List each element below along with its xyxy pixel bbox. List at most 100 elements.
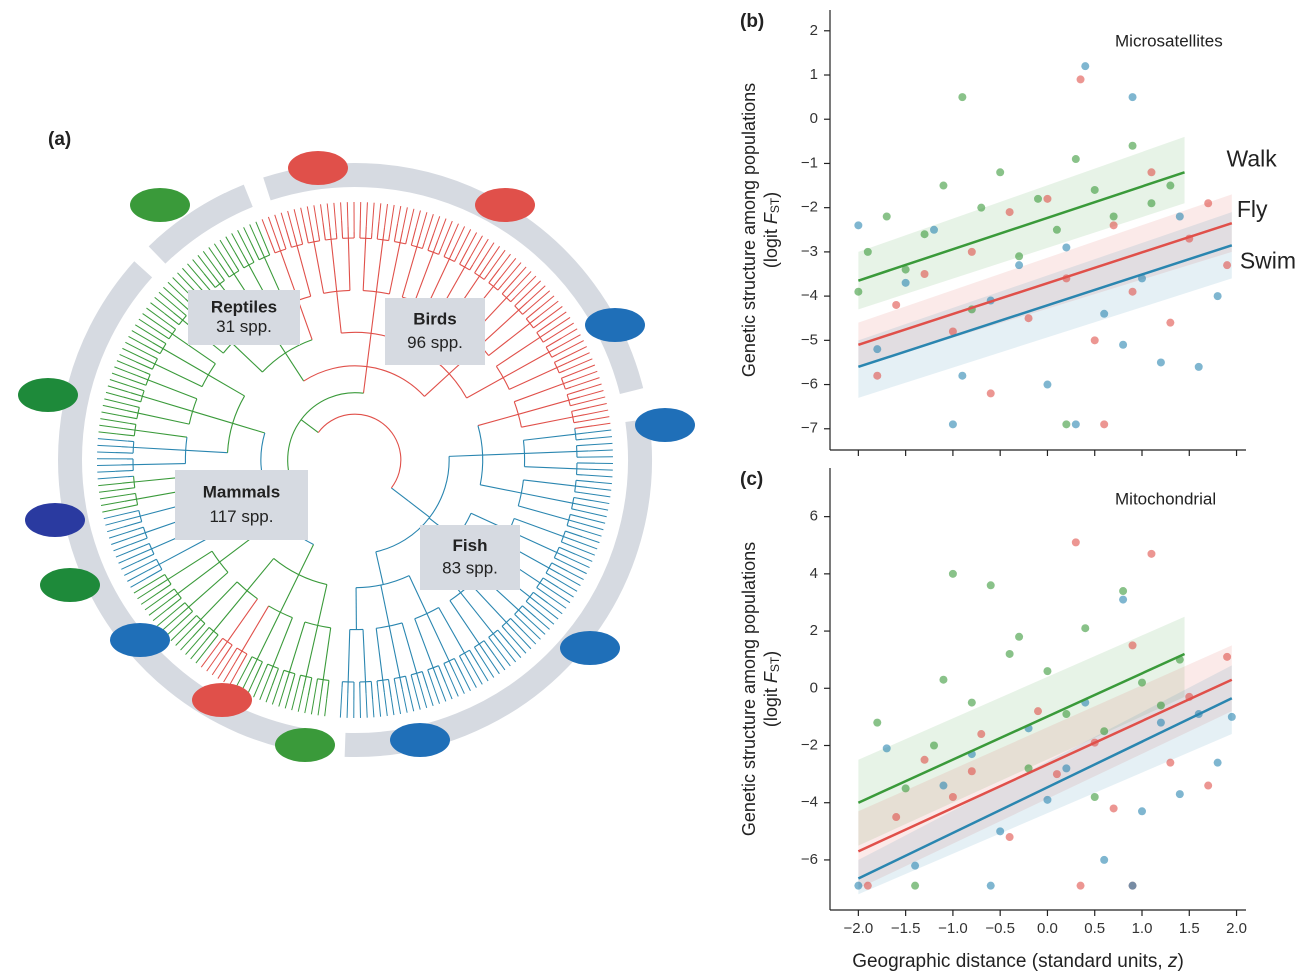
- branch: [518, 505, 569, 521]
- tip-branch: [97, 438, 128, 442]
- branch: [548, 345, 560, 353]
- branch: [438, 248, 442, 255]
- clade-count: 96 spp.: [407, 333, 463, 352]
- branch-arc: [394, 240, 406, 245]
- tip-branch: [131, 330, 153, 344]
- data-point: [1062, 243, 1071, 252]
- clade-count: 31 spp.: [216, 317, 272, 336]
- data-point: [1052, 225, 1061, 234]
- data-point: [1156, 718, 1165, 727]
- branch: [523, 433, 576, 441]
- tip-branch: [140, 593, 157, 605]
- branch: [135, 361, 153, 370]
- tip-branch: [320, 204, 324, 223]
- branch: [533, 323, 539, 329]
- branch-arc: [133, 476, 136, 488]
- branch: [235, 265, 240, 272]
- data-point: [1071, 155, 1080, 164]
- branch: [566, 388, 585, 396]
- data-point: [873, 371, 882, 380]
- tip-branch: [499, 253, 511, 269]
- branch: [548, 567, 560, 575]
- data-point: [1128, 287, 1137, 296]
- branch: [219, 536, 254, 563]
- panel-label: (c): [740, 469, 763, 490]
- branch-arc: [495, 365, 510, 390]
- data-point: [967, 247, 976, 256]
- tip-branch: [549, 317, 571, 332]
- data-point: [1128, 641, 1137, 650]
- data-point: [1147, 549, 1156, 558]
- branch: [408, 500, 431, 518]
- branch: [362, 238, 367, 291]
- branch: [514, 292, 529, 307]
- branch: [565, 530, 583, 538]
- clade-count: 117 spp.: [210, 507, 274, 526]
- branch: [432, 240, 439, 253]
- tip-branch: [494, 655, 506, 671]
- tip-branch: [152, 609, 168, 622]
- tip-branch: [175, 627, 193, 646]
- tip-branch: [478, 665, 489, 682]
- branch: [574, 425, 593, 429]
- tip-branch: [113, 543, 131, 552]
- tip-branch: [402, 207, 408, 231]
- data-point: [1147, 168, 1156, 177]
- branch: [136, 375, 149, 381]
- branch-arc: [517, 479, 524, 507]
- branch: [153, 328, 170, 340]
- branch: [212, 274, 221, 285]
- tip-branch: [587, 518, 606, 524]
- tip-branch: [339, 687, 343, 718]
- branch-arc: [151, 358, 158, 370]
- branch-arc: [376, 678, 389, 682]
- branch: [362, 366, 368, 394]
- branch: [119, 504, 138, 510]
- branch: [137, 553, 155, 563]
- branch: [318, 234, 321, 241]
- branch-arc: [178, 315, 187, 325]
- y-tick-label: −7: [801, 420, 818, 437]
- branch: [388, 625, 401, 678]
- data-point: [1147, 199, 1156, 208]
- branch: [158, 539, 206, 565]
- branch: [556, 552, 568, 559]
- branch: [121, 446, 134, 448]
- branch: [300, 419, 319, 433]
- tip-branch: [574, 540, 598, 550]
- branch: [320, 679, 324, 692]
- tip-branch: [445, 668, 459, 697]
- data-point: [1005, 833, 1014, 842]
- branch: [235, 650, 243, 662]
- branch: [347, 629, 351, 682]
- branch: [388, 234, 391, 241]
- branch: [218, 637, 224, 644]
- branch: [296, 245, 312, 297]
- tip-branch: [500, 257, 517, 278]
- branch: [171, 333, 216, 365]
- branch: [283, 243, 287, 250]
- data-point: [1034, 707, 1042, 716]
- tip-branch: [326, 203, 331, 228]
- branch: [501, 625, 507, 632]
- data-point: [1204, 781, 1213, 790]
- y-tick-label: 0: [810, 679, 818, 696]
- y-axis-label-part: (logit: [761, 683, 781, 727]
- tip-branch: [378, 203, 382, 222]
- data-point: [930, 741, 938, 750]
- y-axis-label: Genetic structure among populations: [739, 83, 759, 377]
- branch-arc: [571, 411, 575, 423]
- branch: [414, 252, 434, 302]
- tip-branch: [514, 271, 532, 290]
- animal-silhouette: [275, 728, 335, 762]
- tip-branch: [579, 416, 610, 423]
- branch-arc: [553, 362, 560, 374]
- branch: [375, 628, 384, 681]
- branch-arc: [268, 605, 293, 619]
- branch: [326, 680, 330, 699]
- branch: [574, 491, 581, 494]
- tip-branch: [142, 313, 163, 328]
- tip-branch: [97, 470, 116, 473]
- clade-box: [175, 470, 308, 540]
- tip-branch: [293, 209, 302, 239]
